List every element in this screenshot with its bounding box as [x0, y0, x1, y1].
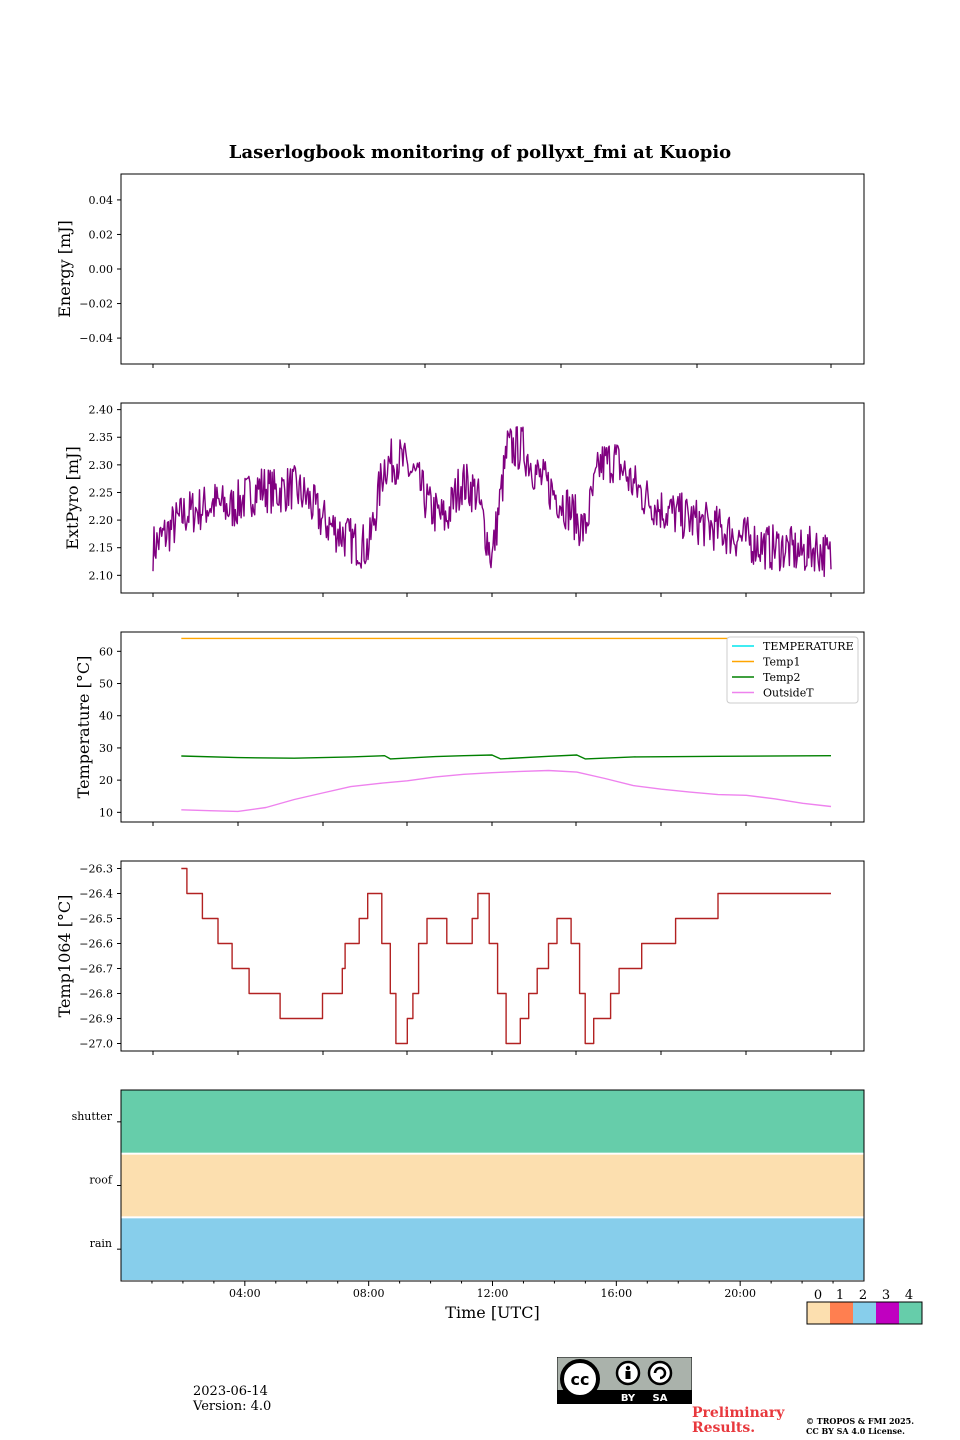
panel-0-ytick-label: 0.02: [89, 228, 114, 241]
panel-3-ytick-label: −26.5: [79, 913, 113, 926]
panel-1-ytick-label: 2.30: [89, 459, 114, 472]
panel-0-ytick-label: −0.04: [79, 332, 113, 345]
legend-label-temperature: TEMPERATURE: [763, 640, 854, 653]
panel-2-ytick-label: 20: [99, 774, 113, 787]
preliminary-line-1: Preliminary: [692, 1405, 785, 1421]
footer-version: Version: 4.0: [193, 1399, 272, 1414]
temperature-legend: [726, 636, 859, 704]
panel-2-ytick-label: 50: [99, 678, 113, 691]
status-row-roof-label: roof: [89, 1174, 113, 1187]
panel-1-ytick-label: 2.35: [89, 431, 114, 444]
cc-logo-text: cc: [571, 1370, 590, 1389]
status-row-rain: [121, 1218, 864, 1280]
time-tick-label: 12:00: [477, 1287, 509, 1300]
status-row-roof: [121, 1154, 864, 1217]
time-tick-label: 20:00: [724, 1287, 756, 1300]
panel-0-frame: [120, 173, 865, 365]
colorbar-label-1: 1: [836, 1288, 844, 1303]
panel-0-ytick-label: −0.02: [79, 298, 113, 311]
panel-1-ylabel: ExtPyro [mJ]: [63, 446, 82, 549]
time-tick-label: 08:00: [353, 1287, 385, 1300]
panel-3-series-temp1064-line: [181, 867, 831, 1045]
sa-share-icon: [647, 1360, 673, 1386]
panel-3-ytick-label: −26.6: [79, 938, 113, 951]
time-tick-label: 16:00: [600, 1287, 632, 1300]
panel-2-ytick-label: 60: [99, 645, 113, 658]
cc-license-badge: cc BY SA: [557, 1357, 692, 1404]
sa-share-arc: [653, 1366, 667, 1380]
panel-1-ytick-label: 2.20: [89, 514, 114, 527]
panel-2-series-temp2-line: [181, 754, 832, 760]
panel-1-ytick-label: 2.40: [89, 404, 114, 417]
panel-2-ylabel: Temperature [°C]: [74, 656, 93, 799]
colorbar-swatch-2: [853, 1302, 876, 1324]
status-row-shutter: [121, 1090, 864, 1153]
sa-label: SA: [653, 1393, 668, 1404]
legend-label-temp2: Temp2: [763, 671, 800, 684]
panel-1-series-extpyro-line: [152, 426, 832, 578]
panel-3-ytick-label: −26.7: [79, 963, 113, 976]
panel-1-ytick-label: 2.25: [89, 486, 114, 499]
panel-0-ylabel: Energy [mJ]: [55, 220, 74, 318]
status-row-shutter-label: shutter: [72, 1110, 113, 1123]
panel-3-ytick-label: −26.4: [79, 888, 113, 901]
colorbar-swatch-4: [899, 1302, 922, 1324]
copyright-line-1: © TROPOS & FMI 2025.: [806, 1416, 915, 1426]
colorbar-swatch-3: [876, 1302, 899, 1324]
colorbar-label-3: 3: [882, 1288, 890, 1303]
panel-0-ytick-label: 0.00: [89, 263, 114, 276]
panel-2-ytick-label: 40: [99, 710, 113, 723]
time-axis-label: Time [UTC]: [445, 1303, 539, 1322]
colorbar-swatch-1: [830, 1302, 853, 1324]
panel-3-ytick-label: −27.0: [79, 1038, 113, 1051]
chart-title: Laserlogbook monitoring of pollyxt_fmi a…: [229, 142, 731, 163]
panel-3-ytick-label: −26.3: [79, 863, 113, 876]
preliminary-line-2: Results.: [692, 1420, 756, 1436]
by-person-head: [625, 1365, 631, 1371]
footer-date: 2023-06-14: [193, 1384, 268, 1399]
legend-label-outsidet: OutsideT: [763, 687, 814, 700]
cc-logo-icon: [560, 1359, 600, 1399]
colorbar-swatch-0: [807, 1302, 830, 1324]
panel-3-ytick-label: −26.9: [79, 1013, 113, 1026]
copyright-line-2: CC BY SA 4.0 License.: [806, 1426, 905, 1436]
panel-3-frame: [120, 860, 865, 1052]
status-row-rain-label: rain: [90, 1237, 112, 1250]
panel-2-ytick-label: 10: [99, 806, 113, 819]
panel-2-ytick-label: 30: [99, 742, 113, 755]
panel-3-ytick-label: −26.8: [79, 988, 113, 1001]
panel-1-frame: [120, 402, 865, 594]
colorbar-label-0: 0: [814, 1288, 822, 1303]
colorbar-label-4: 4: [905, 1288, 913, 1303]
colorbar-frame: [806, 1301, 923, 1325]
colorbar-label-2: 2: [859, 1288, 867, 1303]
panel-0-ytick-label: 0.04: [89, 194, 114, 207]
time-tick-label: 04:00: [229, 1287, 261, 1300]
panel-2-series-outsidet-line: [181, 769, 832, 813]
panel-1-ytick-label: 2.15: [89, 542, 114, 555]
by-person-body: [625, 1371, 631, 1379]
panel-3-ylabel: Temp1064 [°C]: [55, 895, 74, 1018]
legend-label-temp1: Temp1: [763, 656, 800, 669]
panel-1-ytick-label: 2.10: [89, 569, 114, 582]
by-label: BY: [621, 1393, 636, 1404]
